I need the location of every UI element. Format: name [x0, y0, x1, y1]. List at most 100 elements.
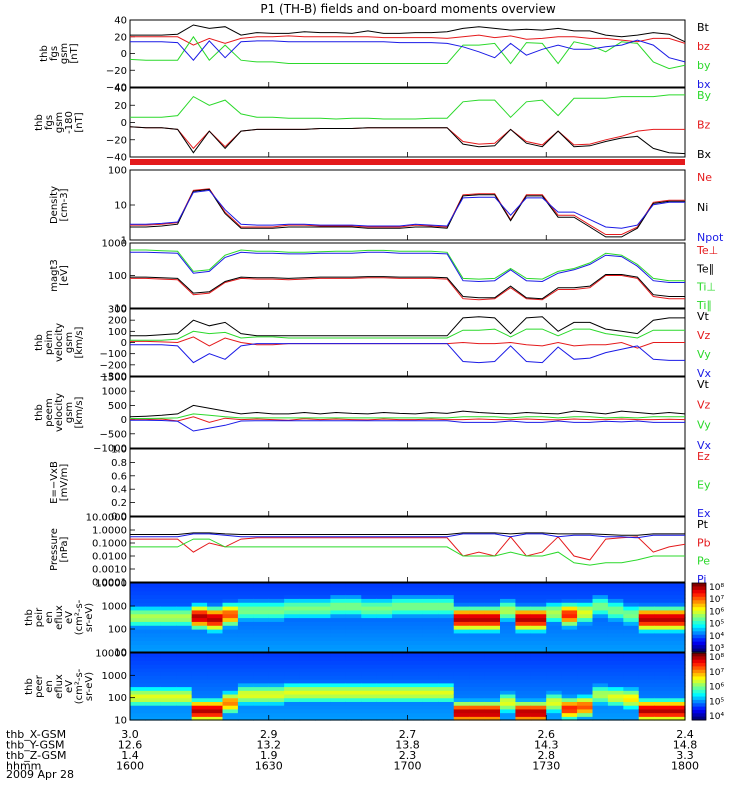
heatmap-cell [469, 656, 486, 662]
heatmap-cell [237, 598, 254, 603]
heatmap-cell [561, 648, 578, 653]
heatmap-cell [130, 697, 147, 702]
series-Pi [130, 533, 685, 539]
heatmap-cell [330, 583, 347, 588]
heatmap-cell [392, 708, 409, 714]
heatmap-cell [345, 656, 362, 662]
heatmap-cell [160, 682, 177, 688]
heatmap-cell [284, 675, 301, 680]
heatmap-cell [392, 671, 409, 676]
heatmap-cell [176, 679, 193, 684]
heatmap-cell [407, 598, 424, 603]
heatmap-cell [330, 705, 347, 710]
heatmap-cell [268, 656, 285, 662]
axis-row-value: 1600 [116, 760, 144, 773]
heatmap-cell [207, 640, 224, 645]
heatmap-cell [669, 690, 686, 695]
heatmap-cell [253, 705, 270, 710]
heatmap-cell [299, 667, 316, 673]
heatmap-cell [500, 594, 517, 599]
heatmap-cell [315, 598, 332, 603]
heatmap-cell [500, 625, 517, 630]
colorbar-segment [692, 600, 706, 605]
heatmap-cell [607, 606, 624, 611]
heatmap-cell [315, 708, 332, 714]
heatmap-cell [145, 686, 162, 691]
heatmap-cell [253, 660, 270, 665]
heatmap-cell [577, 602, 594, 607]
heatmap-cell [237, 609, 254, 615]
heatmap-cell [546, 621, 563, 626]
heatmap-cell [453, 656, 470, 662]
heatmap-cell [422, 621, 439, 626]
heatmap-cell [407, 712, 424, 717]
heatmap-cell [222, 586, 239, 592]
heatmap-cell [669, 708, 686, 714]
heatmap-cell [299, 625, 316, 630]
heatmap-cell [207, 598, 224, 603]
colorbar-segment [692, 716, 706, 721]
heatmap-cell [299, 686, 316, 691]
heatmap-cell [669, 613, 686, 619]
heatmap-cell [546, 602, 563, 607]
y-axis-label: eV [64, 680, 75, 693]
heatmap-cell [546, 640, 563, 645]
heatmap-cell [453, 660, 470, 665]
heatmap-cell [176, 675, 193, 680]
heatmap-cell [669, 644, 686, 649]
plot-title: P1 (TH-B) fields and on-board moments ov… [260, 2, 556, 16]
heatmap-cell [376, 621, 393, 626]
heatmap-cell [515, 697, 532, 702]
heatmap-cell [376, 701, 393, 706]
heatmap-cell [392, 664, 409, 669]
heatmap-cell [361, 648, 378, 653]
colorbar-tick-label: 10⁴ [709, 712, 724, 722]
heatmap-cell [654, 675, 671, 680]
heatmap-cell [515, 590, 532, 596]
heatmap-cell [253, 606, 270, 611]
heatmap-cell [392, 632, 409, 638]
heatmap-cell [407, 716, 424, 721]
heatmap-cell [376, 640, 393, 645]
heatmap-cell [515, 679, 532, 684]
colorbar-tick-label: 10⁸ [709, 583, 724, 593]
axis-row-value: 12.6 [118, 739, 143, 752]
heatmap-cell [561, 598, 578, 603]
legend-label: Vx [697, 367, 712, 380]
heatmap-cell [515, 594, 532, 599]
heatmap-cell [222, 621, 239, 626]
heatmap-cell [160, 686, 177, 691]
y-tick-label: 0.0001 [92, 578, 127, 589]
y-tick-label: 0.2 [111, 498, 127, 509]
y-axis-label: (cm²-s- [74, 668, 85, 704]
heatmap-cell [654, 667, 671, 673]
heatmap-cell [577, 671, 594, 676]
heatmap-cell [345, 640, 362, 645]
heatmap-cell [407, 613, 424, 619]
heatmap-cell [345, 690, 362, 695]
heatmap-cell [577, 606, 594, 611]
colorbar-segment [692, 607, 706, 612]
heatmap-cell [438, 590, 455, 596]
heatmap-cell [407, 629, 424, 634]
heatmap-cell [299, 609, 316, 615]
heatmap-cell [654, 656, 671, 662]
heatmap-cell [422, 656, 439, 662]
heatmap-cell [530, 697, 547, 702]
heatmap-cell [253, 644, 270, 649]
heatmap-cell [484, 653, 501, 658]
heatmap-cell [453, 594, 470, 599]
heatmap-cell [222, 656, 239, 662]
heatmap-cell [237, 606, 254, 611]
heatmap-cell [638, 675, 655, 680]
heatmap-cell [592, 679, 609, 684]
heatmap-cell [222, 606, 239, 611]
heatmap-cell [315, 583, 332, 588]
heatmap-cell [222, 682, 239, 688]
heatmap-cell [607, 621, 624, 626]
heatmap-cell [160, 636, 177, 642]
heatmap-cell [422, 664, 439, 669]
heatmap-cell [376, 682, 393, 688]
heatmap-cell [422, 693, 439, 699]
